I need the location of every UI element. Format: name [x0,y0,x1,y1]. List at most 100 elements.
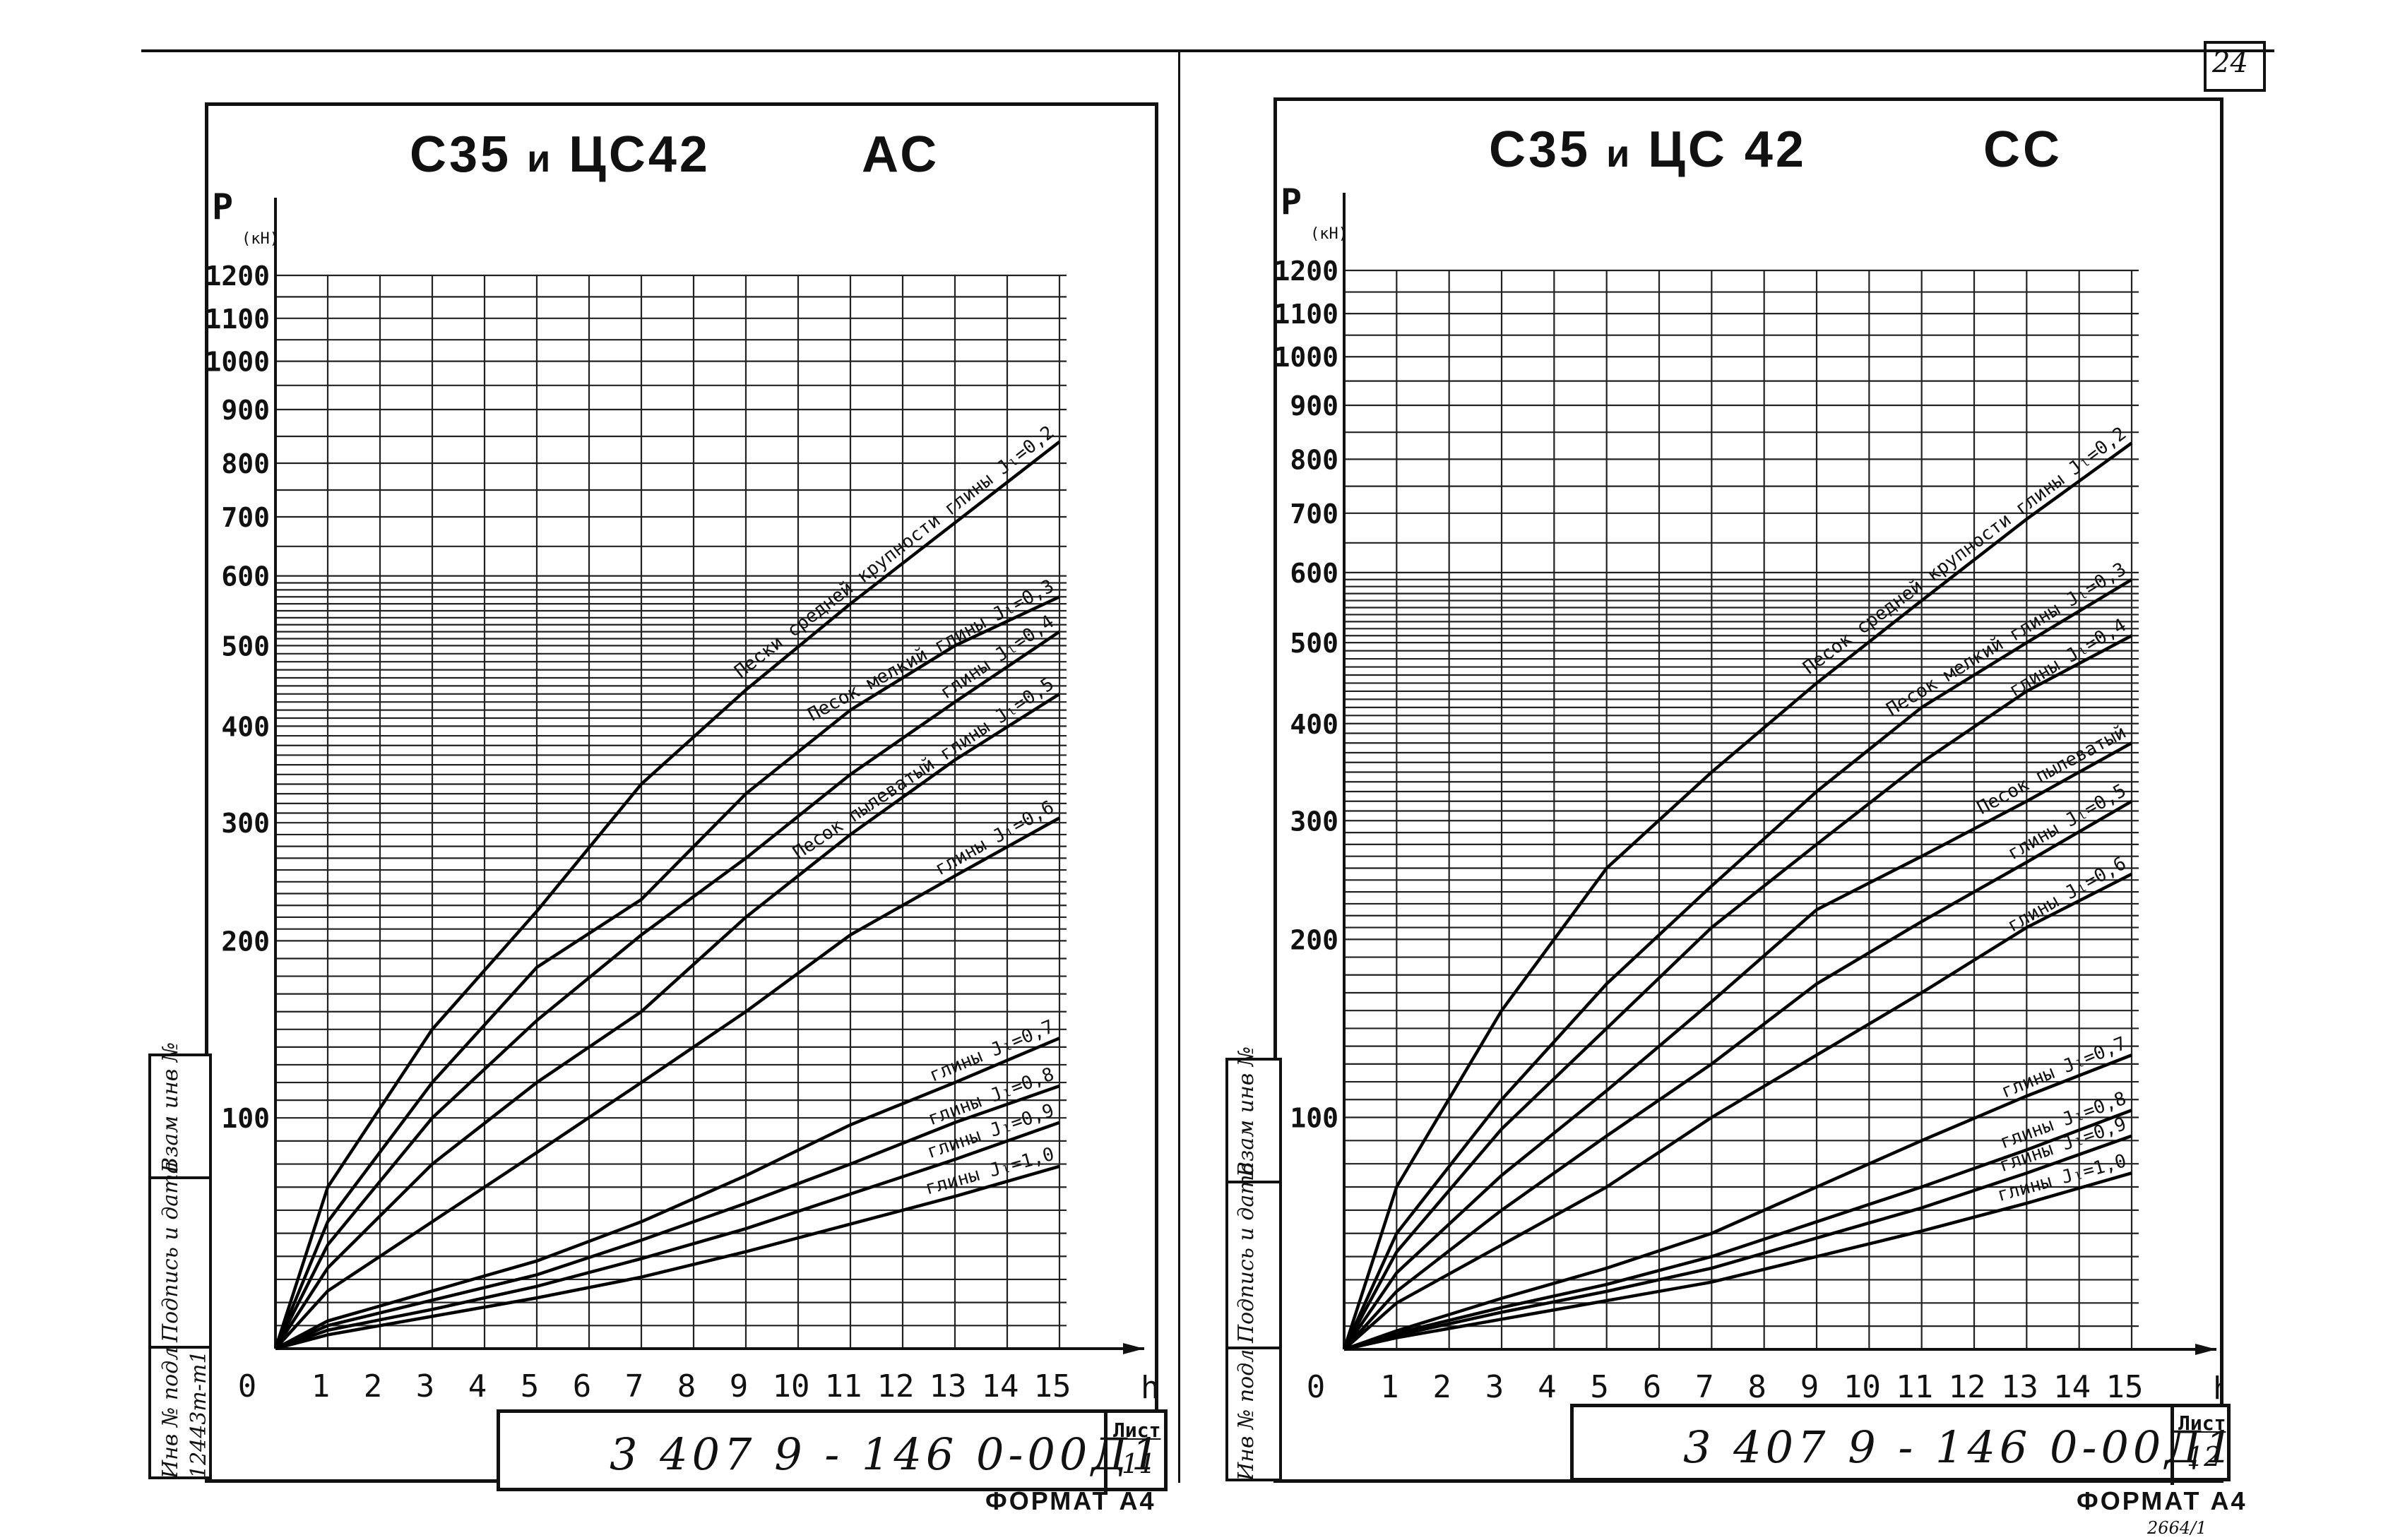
sidebar-inv-number: 12443т-т1 [186,1350,211,1479]
series-line [1343,741,2133,1351]
x-tick-label: 11 [1896,1369,1933,1405]
sidebar-cell [151,1346,209,1349]
series-line [1343,1109,2132,1351]
x-axis-label: h(м) [2213,1371,2220,1407]
title-type: СС [1983,121,2062,178]
x-tick-label: 8 [1747,1369,1766,1405]
series-line [274,692,1061,1350]
x-tick-label: 7 [625,1368,644,1404]
page-number: 24 [2212,47,2248,79]
center-divider [1178,49,1180,1483]
sheet-number: 12 [2187,1441,2221,1472]
chart-right: 0 1 2 3 4 5 6 7 8 9 10 11 12 13 14 15100200300400500600… [1277,181,2220,1407]
page-footnote: 2664/1 [2147,1518,2207,1538]
sheet-label: Лист [2178,1411,2226,1435]
series-line [274,1037,1060,1350]
x-tick-label: 12 [1949,1369,1986,1405]
x-tick-label: 14 [982,1368,1019,1404]
series-line [273,595,1060,1349]
drawing-code: 3 407 9 - 146 0-00Д1 [610,1428,1164,1480]
series-line [275,1084,1060,1351]
y-tick-label: 900 [221,395,270,426]
x-tick-label: 13 [930,1368,967,1404]
y-tick-label: 500 [1290,628,1338,659]
y-tick-label: 1200 [208,261,270,292]
x-tick-label: 6 [1643,1369,1662,1405]
series-line [273,440,1061,1349]
drawing-code: 3 407 9 - 146 0-00Д1 [1683,1421,2238,1473]
y-axis-unit: (кН) [242,230,279,248]
x-axis-arrow [2195,1344,2216,1355]
y-tick-label: 1000 [208,347,270,378]
y-tick-label: 100 [221,1103,270,1134]
chart-left: 0 1 2 3 4 5 6 7 8 9 10 11 12 13 14 15100200300400500600… [208,186,1155,1406]
x-tick-label: 6 [573,1368,592,1404]
x-tick-label: 3 [1485,1369,1504,1405]
y-axis-label: P [1281,181,1302,222]
x-tick-label: 15 [2106,1369,2144,1405]
sheet-number-box [1104,1413,1175,1495]
x-tick-label: 12 [877,1368,915,1404]
format-label-left: ФОРМАТ А4 [985,1486,1156,1515]
y-tick-label: 900 [1290,390,1338,422]
y-tick-label: 100 [1290,1102,1338,1133]
x-tick-label: 2 [364,1368,383,1404]
y-axis-unit: (кН) [1310,225,1348,243]
y-tick-label: 400 [1290,709,1338,740]
sidebar-sign-date: Подпись и дата [1234,1162,1259,1343]
sidebar-cell [1228,1181,1279,1183]
title-second: ЦС42 [569,126,711,183]
sidebar-cell [1228,1347,1279,1349]
sheet-right: С35 и ЦС 42 СС 0 1 2 3 4 5 6 7 8 9 10 11 12 13 14 15 100 20… [1273,97,2233,1485]
sidebar-inv-orig: Инв № подл [158,1347,183,1479]
series-line [1343,799,2133,1351]
sheet-label: Лист [1113,1419,1161,1442]
title-and: и [1606,133,1633,175]
x-tick-label: 0 [1307,1369,1326,1405]
x-tick-label: 1 [1380,1369,1399,1405]
title-block-right: 3 407 9 - 146 0-00Д1 Лист 12 [1570,1404,2233,1485]
x-tick-label: 3 [416,1368,435,1404]
y-tick-label: 1000 [1277,342,1338,373]
x-tick-label: 7 [1695,1369,1714,1405]
y-tick-label: 1100 [1277,299,1338,330]
series-line [1343,1053,2132,1351]
sheet-number: 11 [1122,1448,1156,1479]
x-tick-label: 14 [2053,1369,2091,1405]
series-line [1342,578,2133,1350]
x-tick-label: 2 [1432,1369,1451,1405]
y-tick-label: 1200 [1277,256,1338,287]
x-tick-label: 4 [1538,1369,1557,1405]
x-tick-label: 15 [1034,1368,1071,1404]
x-tick-label: 9 [730,1368,749,1404]
sidebar-right: Взам инв № Подпись и дата Инв № подл [1225,1046,1282,1481]
y-tick-label: 500 [221,631,270,662]
series-line [275,1121,1060,1351]
x-tick-label: 10 [773,1368,810,1404]
format-label-right: ФОРМАТ А4 [2077,1486,2247,1515]
series-line [273,630,1061,1350]
sidebar-cell [151,1176,209,1179]
y-tick-label: 200 [221,926,270,957]
title-block-left: 3 407 9 - 146 0-00Д1 Лист 11 [497,1409,1168,1495]
y-tick-label: 700 [1290,499,1338,530]
sidebar-left: Взам инв № Подпись и дата Инв № подл 124… [148,1042,212,1479]
y-tick-label: 600 [1290,558,1338,589]
sheet-left-title: С35 и ЦС42 [410,126,711,184]
sheet-number-box [2171,1407,2238,1485]
x-tick-label: 5 [1590,1369,1609,1405]
y-tick-label: 800 [221,448,270,479]
sheet-right-title: С35 и ЦС 42 [1489,121,1807,179]
y-tick-label: 600 [221,561,270,592]
y-tick-label: 800 [1290,444,1338,475]
y-tick-label: 400 [221,711,270,742]
x-axis-label: h(м) [1141,1370,1155,1406]
x-tick-label: 9 [1800,1369,1819,1405]
sidebar-sign-date: Подпись и дата [158,1161,183,1342]
series-label: глины Jₗ=0,6 [932,796,1058,880]
x-tick-label: 13 [2001,1369,2038,1405]
title-type: АС [862,126,940,183]
sheet-left: С35 и ЦС42 АС 0 1 2 3 4 5 6 7 8 9 10 11 12 13 14 15 100 200… [205,102,1168,1495]
series-line [1343,634,2133,1351]
y-tick-label: 300 [221,808,270,839]
